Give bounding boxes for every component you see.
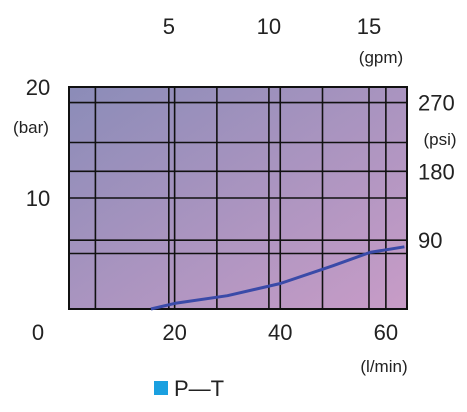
- x-axis-label-top: (gpm): [359, 48, 403, 67]
- x-tick-label-bottom: 60: [374, 320, 398, 345]
- y-axis-label-right: (psi): [423, 130, 456, 149]
- series-layer: [150, 245, 405, 311]
- gridlines: [69, 87, 407, 309]
- x-tick-label-top: 10: [257, 14, 281, 39]
- y-tick-label-right: 90: [418, 228, 442, 253]
- legend-swatch-icon: [154, 381, 168, 395]
- x-tick-label-top: 15: [357, 14, 381, 39]
- y-tick-label-right: 270: [418, 91, 455, 116]
- x-tick-label-bottom: 0: [32, 320, 44, 345]
- x-tick-label-top: 5: [163, 14, 175, 39]
- legend: P—T: [154, 376, 224, 401]
- legend-label: P—T: [174, 376, 224, 401]
- y-tick-label-right: 180: [418, 159, 455, 184]
- x-axis-label-bottom: (l/min): [360, 357, 407, 376]
- y-tick-label-left: 10: [26, 186, 50, 211]
- y-axis-label-left: (bar): [13, 118, 49, 137]
- y-tick-label-left: 20: [26, 75, 50, 100]
- tick-labels: 0 20 40 60 5 10 15 20 10 270 180 90: [26, 14, 455, 345]
- series-line: [150, 245, 405, 311]
- x-tick-label-bottom: 20: [162, 320, 186, 345]
- x-tick-label-bottom: 40: [268, 320, 292, 345]
